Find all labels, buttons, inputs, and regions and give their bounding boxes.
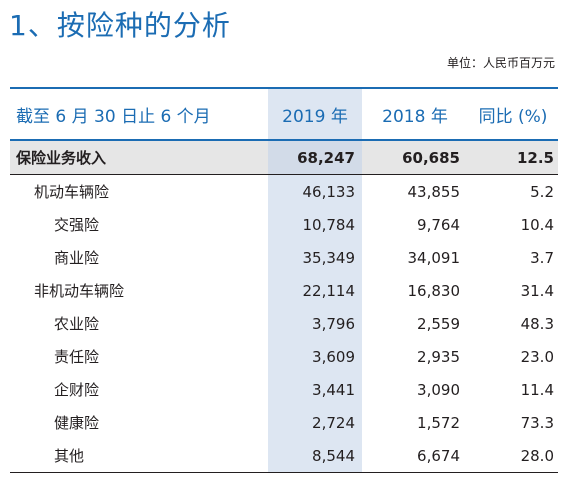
row-value-2018: 1,572 [417, 413, 460, 432]
row-label: 企财险 [54, 381, 100, 399]
header-2018: 2018 年 [382, 106, 448, 127]
header-period-label: 截至 6 月 30 日止 6 个月 [16, 106, 211, 127]
row-value-2018: 34,091 [407, 248, 461, 267]
table-row: 农业险 3,796 2,559 48.3 [10, 307, 558, 340]
unit-note: 单位：人民币百万元 [446, 56, 555, 70]
table-row: 交强险 10,784 9,764 10.4 [10, 208, 558, 241]
table-row: 责任险 3,609 2,935 23.0 [10, 340, 558, 373]
row-value-yoy: 5.2 [530, 182, 554, 201]
row-value-2018: 2,935 [417, 347, 460, 366]
row-label: 责任险 [54, 348, 100, 366]
table-top-rule [10, 87, 558, 89]
row-value-2019: 46,133 [268, 175, 362, 208]
header-bottom-rule [10, 139, 558, 141]
table-bottom-rule [10, 472, 558, 473]
row-label: 健康险 [54, 414, 100, 432]
row-label: 交强险 [54, 216, 100, 234]
row-value-yoy: 11.4 [520, 380, 554, 399]
row-value-yoy: 28.0 [520, 446, 554, 465]
table-row: 机动车辆险 46,133 43,855 5.2 [10, 175, 558, 208]
row-value-2019: 3,796 [268, 307, 362, 340]
row-value-yoy: 73.3 [520, 413, 554, 432]
table-row: 非机动车辆险 22,114 16,830 31.4 [10, 274, 558, 307]
row-value-2019: 10,784 [268, 208, 362, 241]
row-value-2019: 8,544 [268, 439, 362, 472]
row-value-2018: 9,764 [417, 215, 460, 234]
row-value-2019: 2,724 [268, 406, 362, 439]
row-value-2018: 2,559 [417, 314, 460, 333]
row-value-2019: 22,114 [268, 274, 362, 307]
row-value-2019: 3,441 [268, 373, 362, 406]
header-2019: 2019 年 [268, 89, 362, 139]
header-yoy: 同比 (%) [478, 106, 548, 127]
table-row: 健康险 2,724 1,572 73.3 [10, 406, 558, 439]
row-label: 非机动车辆险 [34, 282, 125, 300]
row-value-2018: 3,090 [417, 380, 460, 399]
row-value-2018: 43,855 [407, 182, 461, 201]
row-value-2019: 3,609 [268, 340, 362, 373]
row-value-yoy: 48.3 [520, 314, 554, 333]
row-value-yoy: 12.5 [468, 141, 558, 174]
row-value-2018: 6,674 [417, 446, 460, 465]
row-value-yoy: 10.4 [520, 215, 554, 234]
row-value-2018: 16,830 [407, 281, 461, 300]
table-row: 商业险 35,349 34,091 3.7 [10, 241, 558, 274]
row-label: 机动车辆险 [34, 183, 110, 201]
row-value-2019: 35,349 [268, 241, 362, 274]
row-value-yoy: 23.0 [520, 347, 554, 366]
table-header-row: 截至 6 月 30 日止 6 个月 2019 年 2018 年 同比 (%) [10, 89, 558, 139]
row-value-yoy: 3.7 [530, 248, 554, 267]
premium-income-table: 截至 6 月 30 日止 6 个月 2019 年 2018 年 同比 (%) 保… [10, 87, 558, 473]
row-label: 保险业务收入 [10, 141, 268, 174]
table-row: 其他 8,544 6,674 28.0 [10, 439, 558, 472]
row-value-2019: 68,247 [268, 141, 362, 174]
row-value-yoy: 31.4 [520, 281, 554, 300]
table-row: 企财险 3,441 3,090 11.4 [10, 373, 558, 406]
section-title: 1、按险种的分析 [9, 9, 231, 42]
row-value-2018: 60,685 [362, 141, 468, 174]
table-row: 保险业务收入 68,247 60,685 12.5 [10, 141, 558, 174]
row-label: 其他 [54, 447, 85, 465]
row-label: 商业险 [54, 249, 100, 267]
total-bottom-rule [10, 174, 558, 175]
row-label: 农业险 [54, 315, 100, 333]
